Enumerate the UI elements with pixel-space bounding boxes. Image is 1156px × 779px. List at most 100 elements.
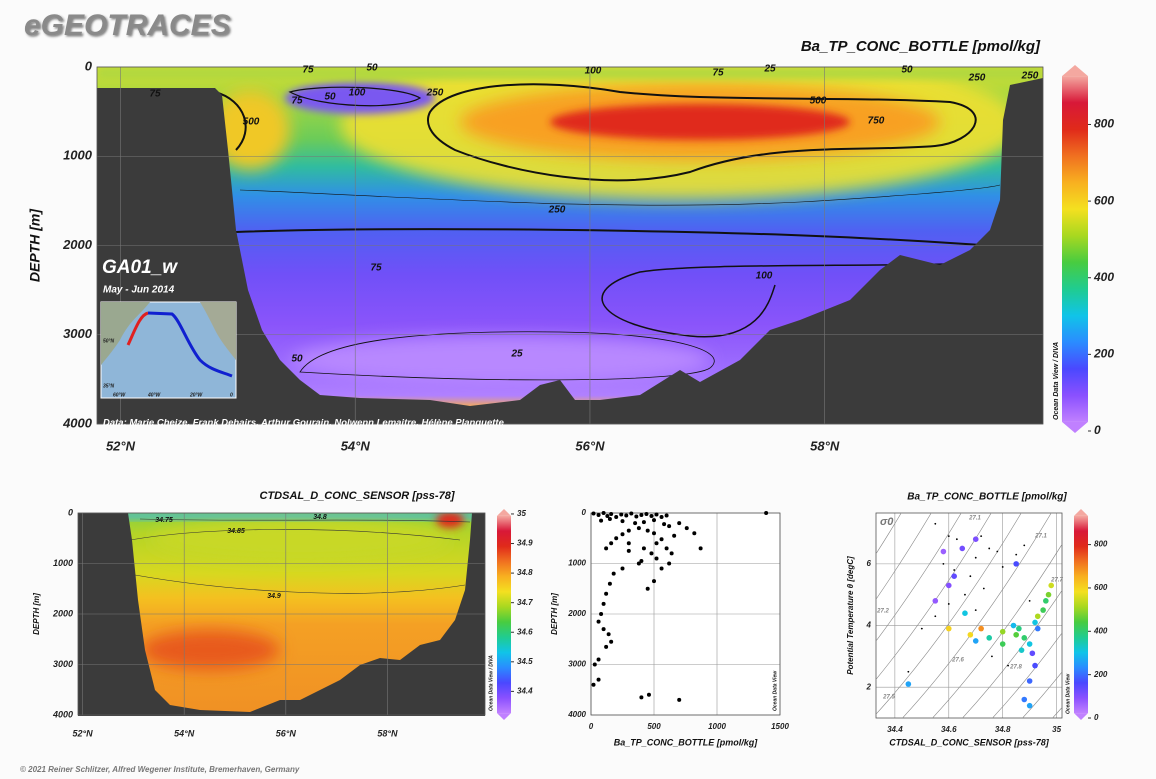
map-track xyxy=(147,311,233,378)
point xyxy=(620,566,625,571)
contour-label: 25 xyxy=(763,64,776,75)
colored-point xyxy=(1048,582,1055,589)
colorbar-cap xyxy=(1062,421,1088,433)
contour-label: 250 xyxy=(548,205,566,216)
chart-title: CTDSAL_D_CONC_SENSOR [pss-78] xyxy=(260,490,455,502)
point xyxy=(626,528,631,533)
point xyxy=(619,512,624,517)
point xyxy=(654,541,659,546)
y-tick-label: 2000 xyxy=(62,237,93,252)
point xyxy=(953,569,956,571)
y-tick-label: 4000 xyxy=(62,415,93,430)
field-blob xyxy=(550,104,850,140)
map-label: 35°N xyxy=(103,383,115,389)
terrain xyxy=(97,78,1043,424)
x-tick-label: 56°N xyxy=(575,438,605,453)
colorbar-tick-label: 0 xyxy=(1094,713,1099,722)
contour-label: 25 xyxy=(510,349,523,360)
x-tick-label: 52°N xyxy=(106,438,136,453)
plot-frame xyxy=(875,512,1063,719)
colorbar xyxy=(497,515,511,714)
isopycnal-label: 27.6 xyxy=(951,658,964,664)
isopycnal-line xyxy=(876,513,1022,715)
point xyxy=(644,512,649,517)
point xyxy=(591,682,596,687)
point xyxy=(599,612,604,616)
chart: 52°N 54°N 56°N 58°N01000200030004000Ba_TP_C… xyxy=(27,38,1115,453)
point xyxy=(667,561,672,566)
x-axis-label: CTDSAL_D_CONC_SENSOR [pss-78] xyxy=(889,737,1050,747)
point xyxy=(991,655,993,658)
y-tick-label: 4000 xyxy=(567,710,586,719)
app-title: eGEOTRACES xyxy=(24,9,231,42)
contour-label: 250 xyxy=(1021,71,1039,82)
colorbar-cap xyxy=(1062,65,1088,77)
x-tick-label: 54°N xyxy=(174,728,195,738)
point xyxy=(639,513,644,518)
colorbar xyxy=(1062,76,1088,422)
watermark: Ocean Data View xyxy=(772,670,778,711)
colored-point xyxy=(1010,622,1017,629)
y-tick-label: 4000 xyxy=(52,709,73,719)
colored-point xyxy=(959,545,966,552)
isopycnal-label: 27.1 xyxy=(1034,534,1047,540)
colored-point xyxy=(986,635,993,641)
contour-line xyxy=(601,261,1001,338)
colored-point xyxy=(940,548,947,555)
point xyxy=(649,551,654,556)
point xyxy=(934,615,937,618)
chart: 34.4 34.6 34.8 35 2 4 6 Ba_TP_CONC_BOTTLE [pmol… xyxy=(846,492,1108,748)
colorbar-tick-label: 800 xyxy=(1094,540,1108,549)
point xyxy=(964,593,966,596)
colorbar-tick-label: 34.4 xyxy=(517,686,533,695)
isopycnal-line xyxy=(902,513,1052,718)
x-tick-label: 35 xyxy=(1052,725,1061,734)
point xyxy=(907,670,910,673)
point xyxy=(606,632,611,637)
colorbar-tick-label: 34.7 xyxy=(517,598,533,607)
y-tick-label: 4 xyxy=(866,621,872,630)
x-tick-label: 34.8 xyxy=(995,725,1011,734)
point xyxy=(604,591,609,596)
y-tick-label: 1000 xyxy=(63,148,93,163)
point xyxy=(659,537,664,542)
point xyxy=(677,521,682,526)
colorbar-tick-label: 200 xyxy=(1093,670,1108,679)
point xyxy=(601,511,606,515)
point xyxy=(996,550,999,553)
point xyxy=(641,520,646,525)
colorbar-tick-label: 800 xyxy=(1094,117,1114,131)
colored-point xyxy=(1045,591,1052,598)
contour-label: 50 xyxy=(324,92,336,103)
colorbar-tick-label: 35 xyxy=(517,509,526,518)
colored-point xyxy=(1029,650,1036,657)
point xyxy=(920,627,923,630)
point xyxy=(607,581,612,586)
colored-point xyxy=(1032,619,1038,626)
watermark: Ocean Data View / DIVA xyxy=(1053,342,1060,420)
point xyxy=(664,546,669,551)
colored-point xyxy=(951,573,957,579)
chart-title: Ba_TP_CONC_BOTTLE [pmol/kg] xyxy=(801,38,1041,55)
isopycnal-label: 27.8 xyxy=(1009,665,1022,671)
colored-point xyxy=(972,536,979,543)
x-tick-label: 34.6 xyxy=(941,725,957,734)
contour-label: 34.8 xyxy=(313,514,327,521)
points xyxy=(591,511,769,702)
field-blob xyxy=(210,90,290,170)
y-tick-label: 0 xyxy=(582,508,587,517)
contour-line xyxy=(235,228,1001,247)
colorbar-tick-label: 600 xyxy=(1094,193,1114,207)
map-label: 0 xyxy=(230,392,233,398)
colorbar-cap xyxy=(1074,509,1088,516)
point xyxy=(1015,553,1018,556)
point xyxy=(636,561,641,566)
x-tick-label: 1000 xyxy=(708,722,726,731)
y-tick-label: 6 xyxy=(867,559,872,568)
colored-point xyxy=(1026,678,1033,684)
point xyxy=(677,697,682,702)
point xyxy=(614,515,619,520)
contour-line xyxy=(129,529,461,541)
footer: © 2021 Reiner Schlitzer, Alfred Wegener … xyxy=(20,765,300,774)
